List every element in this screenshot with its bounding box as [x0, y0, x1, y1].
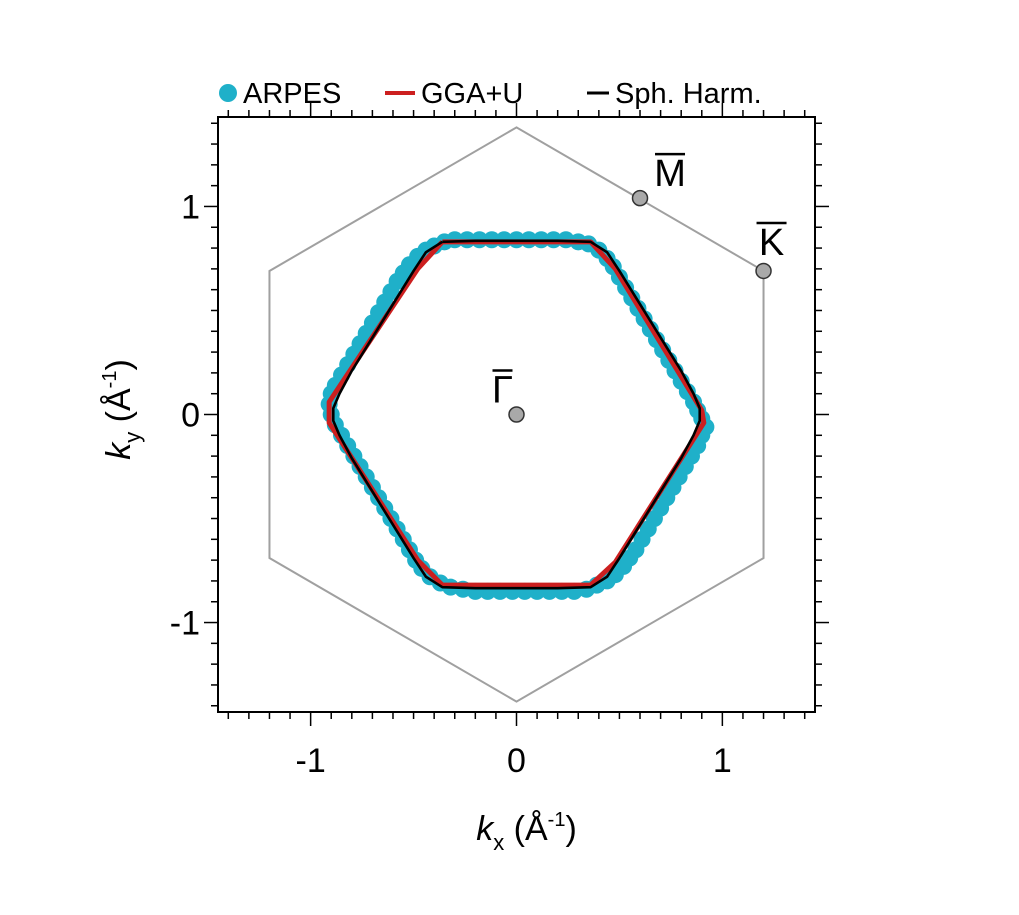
x-axis-title-unit: (Å [504, 810, 548, 848]
high-symmetry-point-k-label: K [759, 222, 784, 264]
ticks-layer [204, 103, 829, 726]
data-layer [320, 231, 715, 600]
high-symmetry-point-m-label: M [654, 153, 686, 195]
y-tick-label: 1 [181, 188, 200, 226]
legend-item-1: ARPES [219, 78, 341, 110]
legend-item-2: GGA+U [385, 78, 523, 110]
x-tick-label: 0 [507, 742, 526, 780]
legend: ARPES GGA+U Sph. Harm. [219, 78, 762, 110]
sph-harm-line [331, 239, 702, 590]
legend-label: GGA+U [421, 78, 523, 110]
y-axis-title-subscript: y [120, 432, 145, 443]
high-symmetry-point-gamma-label: Γ [492, 370, 513, 412]
y-tick-label: 0 [181, 397, 200, 435]
y-axis-title-unit-exp: -1 [99, 371, 121, 389]
x-axis-title-unit-exp: -1 [548, 809, 566, 831]
legend-marker-arpes [219, 84, 237, 102]
legend-item-3: Sph. Harm. [587, 78, 762, 110]
gga-u-line [326, 239, 707, 588]
legend-label: Sph. Harm. [615, 78, 762, 110]
x-axis-title-symbol: k [476, 810, 495, 848]
x-tick-label: 1 [713, 742, 732, 780]
x-axis-title-subscript: x [493, 830, 504, 855]
series-sph-harm [331, 239, 702, 590]
high-symmetry-point-m-marker [631, 189, 649, 207]
legend-label: ARPES [243, 78, 341, 110]
x-tick-label: -1 [296, 742, 326, 780]
high-symmetry-points-layer: Γ M K [492, 152, 787, 423]
high-symmetry-point-gamma-marker [508, 406, 525, 423]
x-axis-title: kx (Å-1) [476, 809, 577, 855]
y-axis-title-symbol: k [100, 441, 138, 460]
x-axis-title-unit-close: ) [565, 810, 576, 848]
high-symmetry-point-k-marker [755, 262, 772, 280]
y-axis-title-unit: (Å [100, 388, 138, 432]
series-gga-u [326, 239, 707, 588]
y-axis-title: ky (Å-1) [99, 359, 145, 460]
y-tick-label: -1 [170, 605, 200, 643]
y-axis-title-unit-close: ) [100, 359, 138, 370]
